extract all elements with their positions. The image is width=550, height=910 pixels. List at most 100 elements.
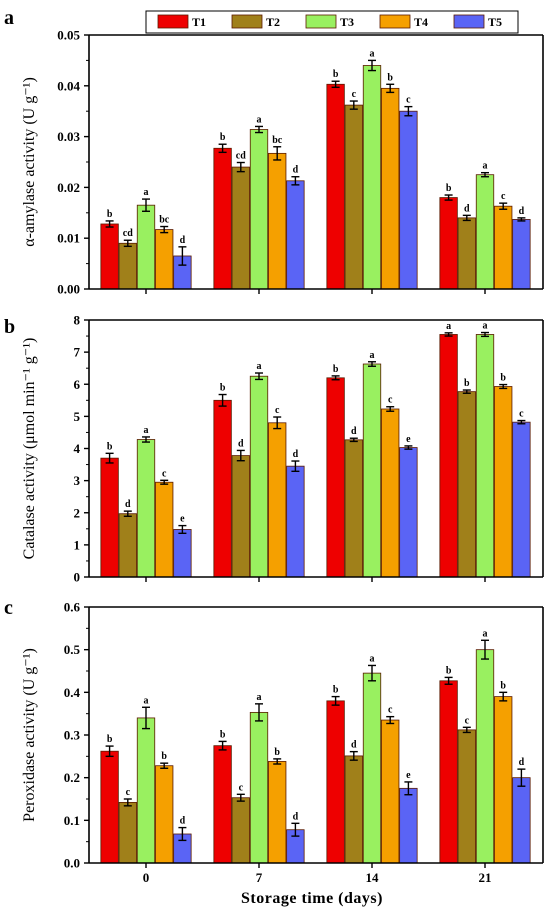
- bar-t1-7: [213, 147, 232, 290]
- significance-letter: d: [180, 235, 186, 246]
- bar-t4-0: [155, 229, 174, 290]
- significance-letter: b: [220, 383, 226, 394]
- bar-t1-0: [100, 457, 119, 578]
- bar-t3-14: [362, 65, 382, 290]
- bar-t3-21: [475, 174, 495, 290]
- y-tick-label: 0.1: [64, 813, 80, 828]
- significance-letter: a: [257, 692, 262, 703]
- y-tick-label: 6: [74, 377, 81, 392]
- bar-t2-0: [118, 242, 137, 290]
- significance-letter: bc: [272, 135, 283, 146]
- chart-panel-a: bbbbcdcdcdaaaabcbcbcddcd0.000.010.020.03…: [4, 7, 544, 297]
- significance-letter: c: [352, 89, 357, 100]
- y-axis-title: Peroxidase activity (U g⁻¹): [21, 648, 38, 822]
- significance-letter: d: [125, 499, 131, 510]
- bar-t3-7: [249, 129, 269, 290]
- significance-letter: bc: [159, 215, 170, 226]
- x-axis-title: Storage time (days): [241, 890, 383, 907]
- bar-t4-7: [268, 152, 287, 290]
- significance-letter: c: [388, 705, 393, 716]
- significance-letter: cd: [123, 228, 133, 239]
- bar-t3-0: [136, 717, 156, 864]
- bar-t4-14: [381, 87, 400, 290]
- bar-t1-21: [439, 680, 458, 864]
- legend: T1 T2 T3 T4 T5: [145, 10, 519, 34]
- significance-letter: a: [257, 361, 262, 372]
- significance-letter: cd: [236, 151, 246, 162]
- bar-t3-21: [475, 649, 495, 864]
- significance-letter: c: [275, 405, 280, 416]
- legend-label-t3: T3: [340, 15, 354, 29]
- significance-letter: b: [107, 441, 113, 452]
- legend-label-t2: T2: [266, 15, 280, 29]
- significance-letter: b: [333, 364, 339, 375]
- legend-label-t4: T4: [414, 15, 428, 29]
- significance-letter: b: [464, 378, 470, 389]
- bar-t2-7: [231, 797, 250, 864]
- bar-t1-0: [100, 750, 119, 864]
- significance-letter: a: [483, 628, 488, 639]
- significance-letter: a: [446, 321, 451, 332]
- bar-t4-21: [494, 205, 513, 290]
- bar-t5-14: [399, 110, 418, 290]
- bar-t3-14: [362, 363, 382, 578]
- y-tick-label: 5: [74, 409, 81, 424]
- bar-t5-7: [286, 465, 305, 578]
- panel-label: c: [4, 597, 13, 619]
- panel-label: a: [4, 7, 14, 29]
- significance-letter: a: [144, 425, 149, 436]
- significance-letter: b: [446, 183, 452, 194]
- significance-letter: e: [406, 434, 411, 445]
- legend-label-t5: T5: [488, 15, 502, 29]
- bar-t2-14: [344, 755, 363, 864]
- y-tick-label: 4: [74, 441, 81, 456]
- y-tick-label: 0.00: [57, 282, 80, 297]
- significance-letter: b: [333, 69, 339, 80]
- significance-letter: a: [370, 653, 375, 664]
- significance-letter: a: [144, 187, 149, 198]
- significance-letter: b: [333, 685, 339, 696]
- y-tick-label: 0.02: [57, 180, 80, 195]
- significance-letter: b: [500, 373, 506, 384]
- chart-panel-b: b b b a d d d b a a a a c c c b e d e c 0 1 2 3 4 5 6 7 8 Catalase ac…: [4, 313, 544, 585]
- x-tick-label: 7: [256, 870, 263, 885]
- y-tick-label: 0.5: [64, 642, 81, 657]
- significance-letter: b: [387, 72, 393, 83]
- bar-t3-0: [136, 439, 156, 578]
- bar-t4-21: [494, 696, 513, 864]
- significance-letter: b: [220, 729, 226, 740]
- significance-letter: a: [483, 161, 488, 172]
- x-tick-label: 14: [366, 870, 380, 885]
- bar-t1-14: [326, 377, 345, 578]
- bar-t3-21: [475, 334, 495, 578]
- significance-letter: b: [274, 747, 280, 758]
- significance-letter: b: [161, 751, 167, 762]
- chart-panel-c: b b b b c c d c a a a a b b c b d d e d 0.0 0.1 0.2 0.3 0.4 0.5 0.…: [4, 597, 544, 885]
- significance-letter: a: [257, 114, 262, 125]
- significance-letter: d: [351, 426, 357, 437]
- bar-t2-0: [118, 802, 137, 864]
- bar-t4-14: [381, 719, 400, 864]
- legend-swatch-t1: [157, 14, 189, 29]
- y-tick-label: 0.0: [64, 856, 80, 871]
- significance-letter: c: [388, 395, 393, 406]
- legend-swatch-t5: [453, 14, 485, 29]
- bar-t3-0: [136, 204, 156, 290]
- bar-t1-7: [213, 745, 232, 864]
- significance-letter: c: [126, 787, 131, 798]
- significance-letter: d: [293, 449, 299, 460]
- legend-label-t1: T1: [192, 15, 206, 29]
- bar-t3-14: [362, 672, 382, 864]
- bar-t5-21: [512, 218, 531, 290]
- significance-letter: b: [500, 680, 506, 691]
- y-tick-label: 0: [74, 570, 81, 585]
- x-tick-label: 0: [143, 870, 150, 885]
- y-tick-label: 1: [74, 537, 81, 552]
- significance-letter: a: [483, 321, 488, 332]
- significance-letter: a: [144, 695, 149, 706]
- panel-label: b: [4, 316, 15, 338]
- significance-letter: d: [238, 438, 244, 449]
- significance-letter: e: [406, 770, 411, 781]
- x-tick-label: 21: [479, 870, 492, 885]
